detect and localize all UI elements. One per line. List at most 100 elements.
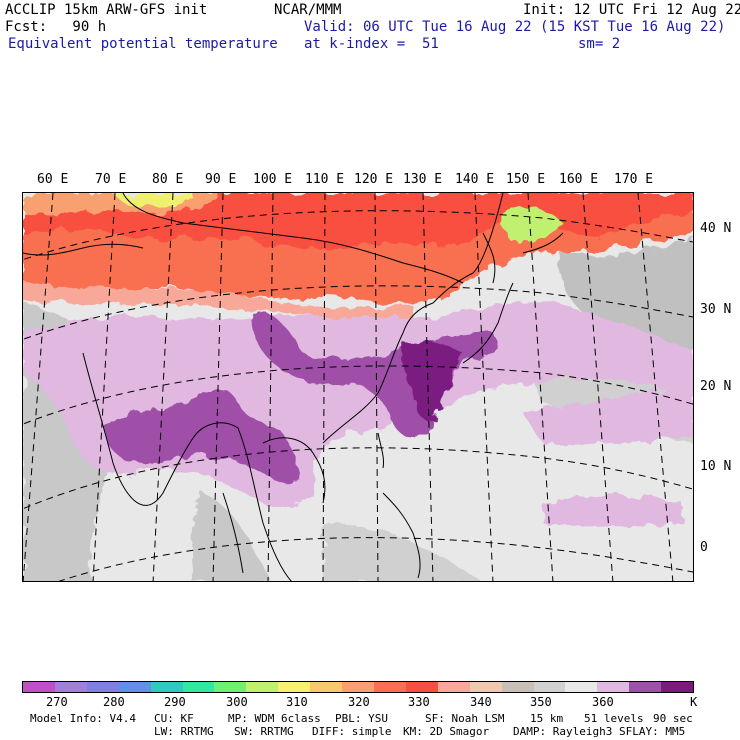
colorbar-tick-label: 270 — [46, 695, 68, 709]
colorbar-swatch — [342, 682, 374, 692]
coastlines — [23, 193, 564, 581]
lon-label: 150 E — [506, 172, 546, 187]
level-index: at k-index = 51 — [304, 36, 439, 52]
light-purple-southeast — [543, 495, 683, 527]
colorbar-swatch — [182, 682, 215, 692]
lon-label: 170 E — [614, 172, 654, 187]
mp-scheme: MP: WDM 6class — [228, 712, 321, 725]
meridian-160e — [582, 193, 614, 581]
valid-time: Valid: 06 UTC Tue 16 Aug 22 (15 KST Tue … — [304, 19, 726, 35]
colorbar-swatch — [661, 682, 694, 692]
colorbar-swatch — [278, 682, 311, 692]
grey-region-southcentral — [323, 523, 481, 581]
colorbar-swatch — [150, 682, 183, 692]
colorbar — [22, 681, 694, 693]
meridian-140e — [474, 193, 494, 581]
vertical-levels: 51 levels — [584, 712, 644, 725]
map-panel — [22, 192, 694, 582]
lat-label: 10 N — [700, 459, 732, 474]
meridian-170e — [637, 193, 674, 581]
dark-purple-southwest — [103, 389, 303, 484]
colorbar-swatch — [405, 682, 438, 692]
colorbar-tick-label: 290 — [164, 695, 186, 709]
parallel-20n — [23, 365, 693, 425]
lat-label: 30 N — [700, 302, 732, 317]
lon-label: 110 E — [305, 172, 345, 187]
graticule — [23, 193, 693, 581]
sw-scheme: SW: RRTMG — [234, 725, 294, 738]
colorbar-swatch — [118, 682, 151, 692]
model-info: Model Info: V4.4 — [30, 712, 136, 725]
lon-label: 90 E — [205, 172, 237, 187]
colorbar-swatch — [597, 682, 630, 692]
lat-label: 40 N — [700, 221, 732, 236]
diff-scheme: DIFF: simple — [312, 725, 392, 738]
colorbar-swatch — [565, 682, 598, 692]
meridian-70e — [92, 193, 116, 581]
lon-label: 60 E — [37, 172, 69, 187]
darkest-purple-core — [401, 341, 463, 422]
meridian-90e — [212, 193, 224, 581]
colorbar-unit: K — [690, 695, 698, 709]
lon-label: 120 E — [354, 172, 394, 187]
forecast-hour: Fcst: 90 h — [5, 19, 107, 35]
meridian-150e — [527, 193, 554, 581]
lon-label: 130 E — [403, 172, 443, 187]
colorbar-swatch — [214, 682, 247, 692]
colorbar-tick-label: 320 — [348, 695, 370, 709]
parallel-30n — [23, 285, 693, 340]
colorbar-tick-label: 340 — [470, 695, 492, 709]
meridian-100e — [267, 193, 274, 581]
parallel-40n — [23, 210, 693, 261]
pbl-scheme: PBL: YSU — [335, 712, 388, 725]
lon-label: 160 E — [559, 172, 599, 187]
time-step: 90 sec — [653, 712, 693, 725]
colorbar-swatch — [23, 682, 55, 692]
colorbar-tick-label: 350 — [530, 695, 552, 709]
km-scheme: KM: 2D Smagor — [403, 725, 490, 738]
transition-band — [23, 283, 413, 320]
cu-scheme: CU: KF — [154, 712, 194, 725]
colorbar-swatch — [629, 682, 662, 692]
colorbar-swatch — [533, 682, 566, 692]
colorbar-swatch — [469, 682, 502, 692]
theta-e-map — [23, 193, 693, 581]
lat-label: 20 N — [700, 379, 732, 394]
meridian-60e — [23, 193, 54, 581]
colorbar-tick-label: 280 — [103, 695, 125, 709]
meridian-120e — [374, 193, 379, 581]
field-name: Equivalent potential temperature — [8, 36, 278, 52]
sflay-scheme: SFLAY: MM5 — [619, 725, 686, 738]
center-name: NCAR/MMM — [274, 2, 342, 18]
model-title: ACCLIP 15km ARW-GFS init — [5, 2, 208, 18]
lon-label: 70 E — [95, 172, 127, 187]
sf-scheme: SF: Noah LSM — [425, 712, 505, 725]
lon-label: 80 E — [152, 172, 184, 187]
colorbar-swatch — [310, 682, 343, 692]
colorbar-tick-label: 300 — [226, 695, 248, 709]
colorbar-swatch — [437, 682, 470, 692]
colorbar-swatch — [373, 682, 406, 692]
colorbar-swatch — [86, 682, 119, 692]
damp-scheme: DAMP: Rayleigh3 — [513, 725, 613, 738]
init-time: Init: 12 UTC Fri 12 Aug 22 — [523, 2, 740, 18]
lat-label: 0 — [700, 540, 708, 555]
meridian-80e — [152, 193, 174, 581]
colorbar-swatch — [501, 682, 534, 692]
parallel-10n — [23, 447, 693, 510]
grid-spacing: 15 km — [530, 712, 564, 725]
lon-label: 140 E — [455, 172, 495, 187]
meridian-130e — [422, 193, 434, 581]
colorbar-swatch — [54, 682, 87, 692]
lon-label: 100 E — [253, 172, 293, 187]
light-purple-east — [523, 383, 693, 445]
colorbar-tick-label: 330 — [408, 695, 430, 709]
meridian-110e — [322, 193, 326, 581]
yellow-patch-northwest — [113, 193, 203, 207]
colorbar-tick-label: 360 — [592, 695, 614, 709]
lw-scheme: LW: RRTMG — [154, 725, 214, 738]
parallel-0 — [58, 537, 693, 581]
colorbar-swatch — [246, 682, 279, 692]
smoothing-value: sm= 2 — [578, 36, 621, 52]
grey-region-south — [190, 493, 272, 581]
